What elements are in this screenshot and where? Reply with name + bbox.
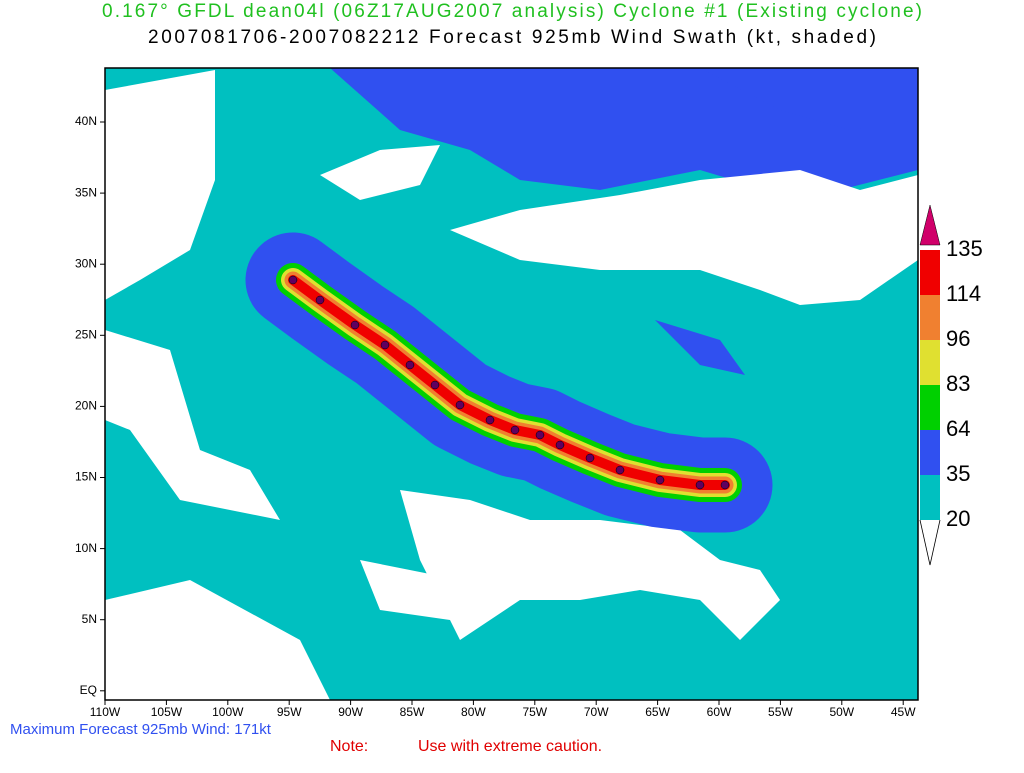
lon-label: 50W: [829, 705, 854, 719]
storm-center: [405, 360, 415, 370]
land: [360, 560, 460, 620]
lat-label: EQ: [80, 683, 97, 697]
storm-center: [615, 465, 625, 475]
lon-label: 85W: [400, 705, 425, 719]
colorbar: 135 114 96 83 64 35 20: [919, 204, 983, 566]
lon-label: 65W: [645, 705, 670, 719]
storm-center: [350, 320, 360, 330]
colorbar-segment: [920, 340, 940, 385]
storm-swath: [245, 232, 773, 533]
storm-center: [288, 275, 298, 285]
storm-center: [455, 400, 465, 410]
lat-label: 15N: [75, 470, 97, 484]
storm-center: [430, 380, 440, 390]
colorbar-arrow: [919, 519, 941, 566]
land: [400, 490, 780, 640]
land: [105, 580, 330, 700]
lon-label: 105W: [151, 705, 183, 719]
wind-region: [700, 68, 918, 130]
storm-center: [655, 475, 665, 485]
colorbar-segment: [920, 385, 940, 430]
colorbar-label: 35: [946, 461, 970, 486]
storm-center: [315, 295, 325, 305]
colorbar-label: 135: [946, 236, 983, 261]
land: [320, 145, 440, 200]
colorbar-label: 64: [946, 416, 970, 441]
storm-center: [535, 430, 545, 440]
colorbar-label: 83: [946, 371, 970, 396]
subtitle: 2007081706-2007082212 Forecast 925mb Win…: [148, 27, 876, 48]
colorbar-segment: [920, 295, 940, 340]
lat-label: 30N: [75, 256, 97, 270]
lon-label: 100W: [212, 705, 244, 719]
colorbar-arrow: [919, 204, 941, 246]
storm-center: [585, 453, 595, 463]
map: [104, 67, 919, 701]
caution: Use with extreme caution.: [418, 738, 602, 755]
lon-label: 70W: [584, 705, 609, 719]
lat-label: 35N: [75, 185, 97, 199]
colorbar-segment: [920, 475, 940, 520]
swath-band: [288, 275, 730, 490]
lon-label: 45W: [891, 705, 916, 719]
lat-label: 10N: [75, 541, 97, 555]
colorbar-label: 96: [946, 326, 970, 351]
colorbar-label: 20: [946, 506, 970, 531]
lon-label: 75W: [522, 705, 547, 719]
lon-label: 110W: [90, 705, 121, 719]
storm-center: [555, 440, 565, 450]
note: Note:: [330, 738, 368, 755]
lon-label: 95W: [277, 705, 302, 719]
land: [105, 70, 215, 300]
lon-label: 55W: [768, 705, 793, 719]
colorbar-segment: [920, 250, 940, 295]
lon-label: 80W: [461, 705, 486, 719]
lat-label: 5N: [82, 612, 97, 626]
storm-center: [695, 480, 705, 490]
max-wind: Maximum Forecast 925mb Wind: 171kt: [10, 721, 272, 738]
colorbar-segment: [920, 430, 940, 475]
lat-label: 25N: [75, 327, 97, 341]
map-frame: [104, 67, 919, 701]
land: [105, 330, 280, 520]
title: 0.167° GFDL dean04l (06Z17AUG2007 analys…: [102, 1, 922, 22]
axes: 40N 35N 30N 25N 20N 15N 10N 5N EQ 110W 105W 100W 95W…: [75, 114, 916, 719]
storm-center: [485, 415, 495, 425]
lat-label: 20N: [75, 399, 97, 413]
land: [450, 170, 918, 305]
colorbar-label: 114: [946, 281, 981, 306]
storm-center: [380, 340, 390, 350]
lat-label: 40N: [75, 114, 97, 128]
storm-center: [720, 480, 730, 490]
wind-region: [655, 320, 745, 375]
storm-center: [510, 425, 520, 435]
lon-label: 60W: [707, 705, 732, 719]
lon-label: 90W: [338, 705, 363, 719]
